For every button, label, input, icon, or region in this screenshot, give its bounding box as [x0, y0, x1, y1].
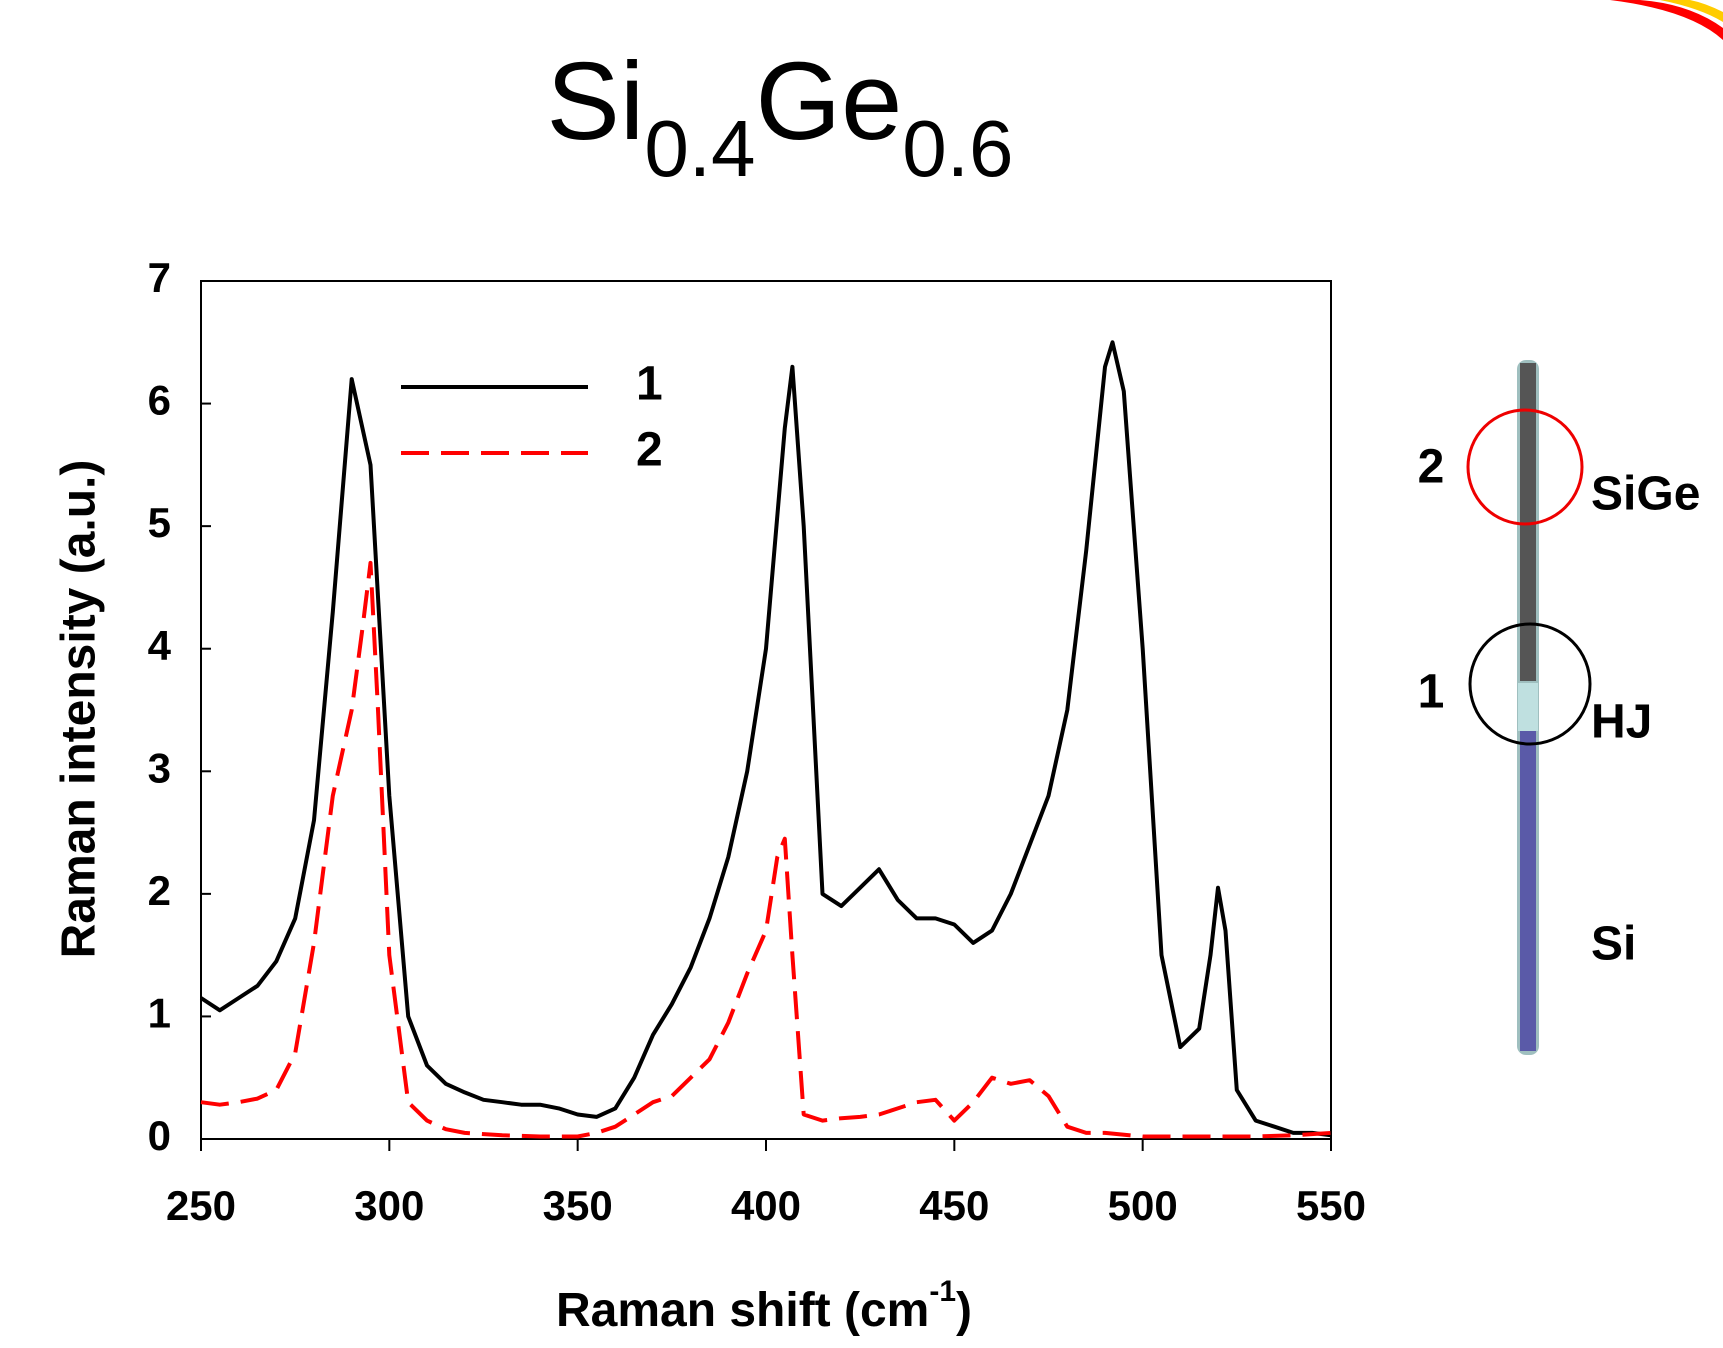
- x-tick-label: 500: [1108, 1182, 1178, 1229]
- segment-label: SiGe: [1591, 468, 1700, 521]
- x-tick-label: 450: [919, 1182, 989, 1229]
- x-tick-label: 300: [354, 1182, 424, 1229]
- y-tick-label: 0: [148, 1112, 171, 1159]
- legend-label: 1: [636, 358, 663, 411]
- y-axis-title: Raman intensity (a.u.): [53, 460, 106, 959]
- marker-circle: [1466, 408, 1584, 526]
- y-tick-label: 3: [148, 744, 171, 791]
- y-tick-label: 7: [148, 254, 171, 301]
- x-tick-label: 550: [1296, 1182, 1366, 1229]
- segment-label: HJ: [1591, 696, 1652, 749]
- y-tick-label: 4: [148, 622, 172, 669]
- sige-segment: [1520, 363, 1536, 681]
- series-line: [200, 560, 1332, 1139]
- decoration: [1610, 0, 1723, 40]
- y-tick-label: 5: [148, 499, 171, 546]
- chart-title: Si0.4Ge0.6: [547, 40, 1014, 193]
- x-tick-label: 250: [166, 1182, 236, 1229]
- legend-label: 2: [636, 424, 663, 477]
- point-label: 1: [1418, 666, 1445, 719]
- decoration: [1660, 0, 1723, 22]
- y-tick-label: 6: [148, 377, 171, 424]
- segment-label: Si: [1591, 918, 1636, 971]
- nanowire-diagram: 2 SiGe 1 HJ Si: [1418, 360, 1700, 1055]
- series-line: [199, 340, 1332, 1138]
- point-label: 2: [1418, 441, 1445, 494]
- hj-segment: [1518, 683, 1538, 731]
- x-tick-label: 400: [731, 1182, 801, 1229]
- si-segment: [1520, 731, 1536, 1051]
- marker-circle: [1468, 622, 1592, 746]
- x-tick-label: 350: [543, 1182, 613, 1229]
- plot-frame: [200, 280, 1332, 1140]
- y-tick-label: 1: [148, 990, 171, 1037]
- y-tick-label: 2: [148, 867, 171, 914]
- x-axis-title: Raman shift (cm-1): [556, 1275, 972, 1337]
